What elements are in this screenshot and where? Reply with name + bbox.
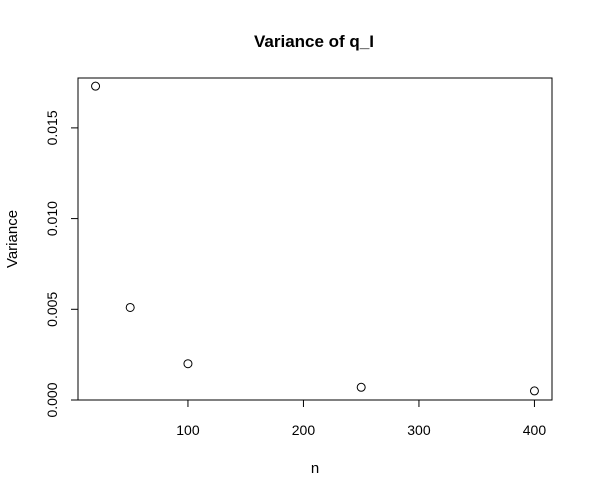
y-tick-label: 0.005 bbox=[44, 292, 60, 327]
x-tick-label: 400 bbox=[523, 422, 547, 438]
x-axis: 100 200 300 400 bbox=[176, 399, 547, 438]
data-point bbox=[125, 302, 135, 312]
y-axis-label: Variance bbox=[4, 210, 21, 268]
y-tick-label: 0.010 bbox=[44, 201, 60, 236]
y-axis: 0.000 0.005 0.010 0.015 bbox=[44, 110, 79, 418]
plot-box bbox=[77, 77, 553, 401]
x-tick-label: 300 bbox=[407, 422, 431, 438]
y-tick-label: 0.015 bbox=[44, 110, 60, 145]
chart-title: Variance of q_I bbox=[254, 32, 374, 51]
y-tick-label: 0.000 bbox=[44, 382, 60, 417]
data-point bbox=[529, 386, 539, 396]
x-axis-label: n bbox=[311, 460, 319, 477]
x-tick-label: 100 bbox=[176, 422, 200, 438]
data-point bbox=[356, 382, 366, 392]
data-points bbox=[91, 81, 539, 396]
data-point bbox=[183, 359, 193, 369]
x-tick-label: 200 bbox=[292, 422, 316, 438]
data-point bbox=[91, 81, 101, 91]
